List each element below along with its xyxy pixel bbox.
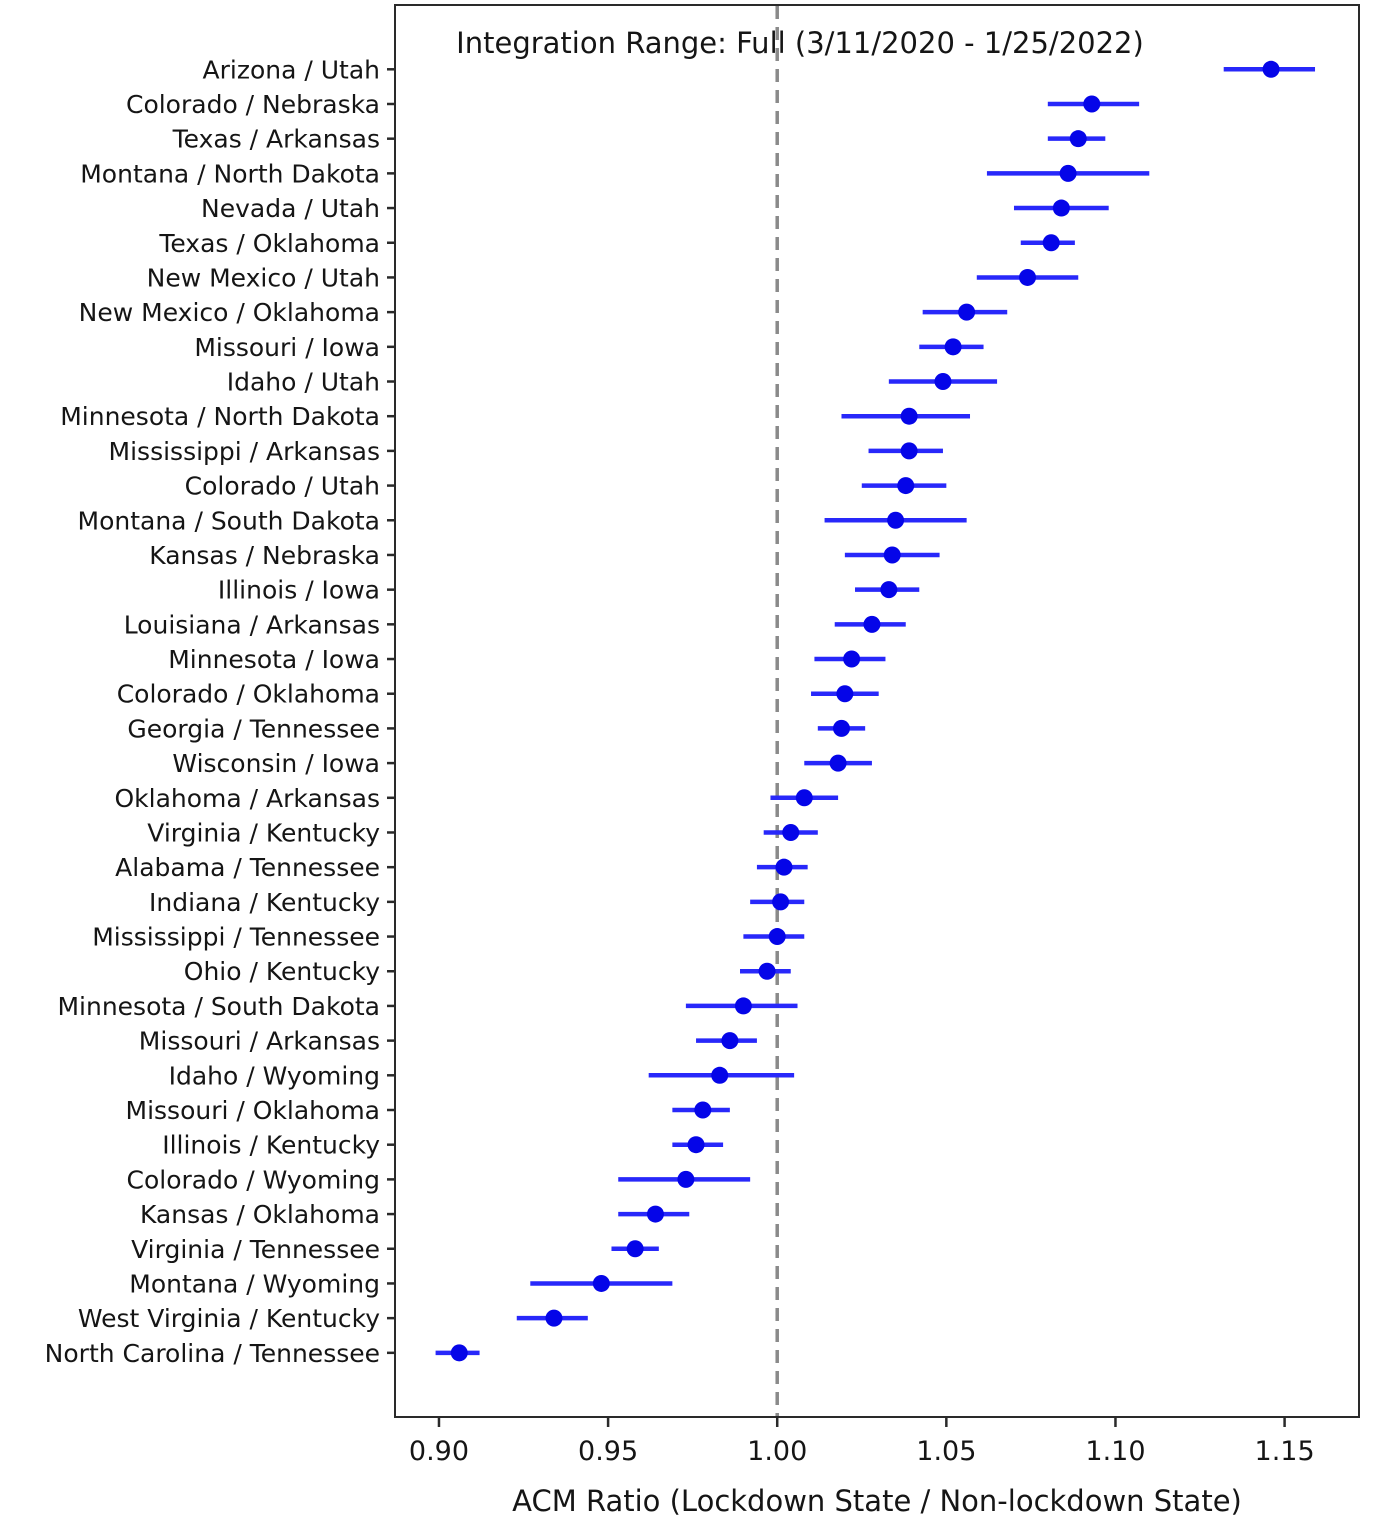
y-tick-label: Illinois / Iowa [218,576,380,605]
y-tick-label: Indiana / Kentucky [149,888,380,917]
data-point [758,962,776,980]
data-point [900,407,918,425]
x-tick-label: 0.95 [578,1436,638,1467]
plot-area: 0.90 0.95 1.00 1.05 1.10 1.15 Arizona / Utah Co… [45,4,1360,1467]
data-point [775,858,793,876]
data-point [626,1240,644,1258]
data-point [687,1136,705,1154]
y-tick-label: Arizona / Utah [203,55,381,84]
data-point [958,303,976,321]
data-point [545,1309,563,1327]
plot-frame [394,4,1360,1418]
data-point [843,650,861,668]
y-tick-label: Wisconsin / Iowa [172,749,380,778]
data-point [795,789,813,807]
y-tick-label: Minnesota / North Dakota [60,402,380,431]
y-tick-label: Minnesota / Iowa [168,645,380,674]
y-tick-label: Montana / North Dakota [80,159,380,188]
y-tick-label: Nevada / Utah [201,194,380,223]
y-tick-label: West Virginia / Kentucky [78,1304,380,1333]
x-axis-label: ACM Ratio (Lockdown State / Non-lockdown… [512,1484,1242,1518]
y-tick-label: Missouri / Iowa [194,333,380,362]
data-point [883,546,901,564]
data-point [1019,268,1037,286]
data-point [734,997,752,1015]
data-point [677,1170,695,1188]
data-point [768,928,786,946]
y-tick-label: Colorado / Wyoming [127,1165,380,1194]
y-tick-label: Mississippi / Arkansas [109,437,380,466]
x-tick-label: 0.90 [409,1436,469,1467]
y-tick-label: Colorado / Oklahoma [117,680,380,709]
y-tick-label: Virginia / Tennessee [131,1235,380,1264]
data-point [832,719,850,737]
y-tick-label: Louisiana / Arkansas [124,610,380,639]
y-tick-label: Missouri / Oklahoma [126,1096,380,1125]
data-point [900,442,918,460]
y-tick-label: Mississippi / Tennessee [92,923,380,952]
data-point [1052,199,1070,217]
y-tick-label: Idaho / Wyoming [169,1061,380,1090]
data-point [836,685,854,703]
data-point [646,1205,664,1223]
y-tick-label: Colorado / Utah [185,472,380,501]
y-tick-label: New Mexico / Oklahoma [79,298,380,327]
y-tick-label: North Carolina / Tennessee [45,1339,380,1368]
x-tick-label: 1.15 [1255,1436,1315,1467]
x-tick-label: 1.00 [747,1436,807,1467]
data-point [721,1032,739,1050]
data-point [450,1344,468,1362]
x-tick-label: 1.05 [916,1436,976,1467]
x-tick-label: 1.10 [1085,1436,1145,1467]
y-tick-label: Texas / Oklahoma [158,229,380,258]
data-point [1059,164,1077,182]
y-tick-label: Idaho / Utah [227,368,380,397]
data-point [880,581,898,599]
y-tick-label: Oklahoma / Arkansas [114,784,380,813]
y-tick-label: Alabama / Tennessee [115,853,380,882]
data-point [934,373,952,391]
data-point [1083,95,1101,113]
y-tick-label: Missouri / Arkansas [139,1027,380,1056]
data-point [863,615,881,633]
y-tick-label: Ohio / Kentucky [184,957,380,986]
y-tick-label: Montana / South Dakota [78,506,381,535]
data-point [1262,60,1280,78]
data-point [1069,130,1087,148]
y-tick-label: Virginia / Kentucky [147,818,380,847]
data-point [694,1101,712,1119]
y-tick-label: Kansas / Oklahoma [140,1200,380,1229]
y-tick-label: Kansas / Nebraska [149,541,380,570]
chart-title: Integration Range: Full (3/11/2020 - 1/2… [456,26,1144,60]
y-tick-label: New Mexico / Utah [147,263,380,292]
data-point [592,1274,610,1292]
data-point [711,1066,729,1084]
data-point [944,338,962,356]
y-tick-label: Colorado / Nebraska [126,90,380,119]
y-tick-label: Texas / Arkansas [172,125,380,154]
data-point [887,511,905,529]
y-tick-label: Georgia / Tennessee [127,714,380,743]
y-tick-label: Minnesota / South Dakota [57,992,380,1021]
data-point [782,823,800,841]
data-point [1042,234,1060,252]
data-point [829,754,847,772]
data-point [897,477,915,495]
y-tick-label: Illinois / Kentucky [162,1131,380,1160]
data-point [772,893,790,911]
y-tick-label: Montana / Wyoming [129,1269,380,1298]
